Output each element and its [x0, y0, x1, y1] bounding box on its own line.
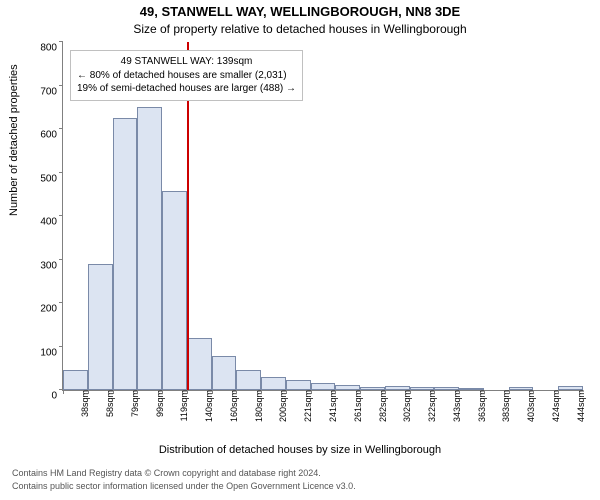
y-tick-label: 400	[40, 217, 63, 228]
histogram-bar	[63, 370, 88, 390]
histogram-bar	[88, 264, 113, 390]
x-tick-label: 79sqm	[128, 390, 140, 417]
x-tick-label: 38sqm	[78, 390, 90, 417]
x-tick-mark	[212, 390, 213, 394]
x-tick-label: 241sqm	[326, 390, 338, 422]
x-tick-label: 58sqm	[103, 390, 115, 417]
x-tick-label: 160sqm	[227, 390, 239, 422]
x-tick-mark	[533, 390, 534, 394]
y-tick-label: 800	[40, 43, 63, 54]
y-tick-mark	[59, 172, 63, 173]
chart-container: 49, STANWELL WAY, WELLINGBOROUGH, NN8 3D…	[0, 0, 600, 500]
x-tick-label: 444sqm	[574, 390, 586, 422]
x-tick-label: 140sqm	[202, 390, 214, 422]
x-tick-label: 424sqm	[549, 390, 561, 422]
y-tick-mark	[59, 215, 63, 216]
histogram-bar	[187, 338, 212, 390]
histogram-bar	[212, 356, 237, 390]
x-tick-mark	[187, 390, 188, 394]
x-tick-label: 383sqm	[499, 390, 511, 422]
chart-title-sub: Size of property relative to detached ho…	[0, 22, 600, 36]
x-axis-label: Distribution of detached houses by size …	[0, 444, 600, 456]
x-tick-label: 180sqm	[252, 390, 264, 422]
x-tick-mark	[236, 390, 237, 394]
x-tick-label: 282sqm	[376, 390, 388, 422]
x-tick-mark	[286, 390, 287, 394]
histogram-bar	[236, 370, 261, 390]
y-tick-label: 200	[40, 304, 63, 315]
x-tick-mark	[509, 390, 510, 394]
y-tick-mark	[59, 85, 63, 86]
x-tick-mark	[311, 390, 312, 394]
x-tick-label: 322sqm	[425, 390, 437, 422]
y-tick-label: 700	[40, 86, 63, 97]
y-tick-label: 300	[40, 260, 63, 271]
x-tick-mark	[484, 390, 485, 394]
x-tick-label: 343sqm	[450, 390, 462, 422]
histogram-bar	[137, 107, 162, 390]
annotation-line: 19% of semi-detached houses are larger (…	[77, 82, 296, 96]
x-tick-label: 99sqm	[153, 390, 165, 417]
x-tick-label: 200sqm	[276, 390, 288, 422]
x-tick-mark	[410, 390, 411, 394]
x-tick-label: 403sqm	[524, 390, 536, 422]
histogram-bar	[261, 377, 286, 390]
y-tick-label: 0	[51, 391, 63, 402]
x-tick-label: 363sqm	[475, 390, 487, 422]
x-tick-mark	[261, 390, 262, 394]
histogram-bar	[162, 191, 187, 390]
annotation-line: ← 80% of detached houses are smaller (2,…	[77, 69, 296, 83]
x-tick-mark	[113, 390, 114, 394]
x-tick-label: 119sqm	[177, 390, 189, 421]
x-tick-mark	[63, 390, 64, 394]
footnote-line-1: Contains HM Land Registry data © Crown c…	[12, 468, 321, 480]
x-tick-mark	[459, 390, 460, 394]
x-tick-label: 221sqm	[301, 390, 313, 422]
x-tick-mark	[385, 390, 386, 394]
y-tick-mark	[59, 128, 63, 129]
chart-title-main: 49, STANWELL WAY, WELLINGBOROUGH, NN8 3D…	[0, 4, 600, 19]
footnote-line-2: Contains public sector information licen…	[12, 481, 356, 493]
x-tick-mark	[137, 390, 138, 394]
histogram-bar	[286, 380, 311, 390]
x-tick-mark	[335, 390, 336, 394]
x-tick-mark	[558, 390, 559, 394]
y-axis-label: Number of detached properties	[8, 64, 20, 216]
x-tick-mark	[88, 390, 89, 394]
y-tick-mark	[59, 259, 63, 260]
y-tick-mark	[59, 302, 63, 303]
y-tick-label: 100	[40, 347, 63, 358]
x-tick-label: 302sqm	[400, 390, 412, 422]
annotation-line: 49 STANWELL WAY: 139sqm	[77, 55, 296, 69]
annotation-box: 49 STANWELL WAY: 139sqm← 80% of detached…	[70, 50, 303, 101]
y-tick-label: 600	[40, 130, 63, 141]
histogram-bar	[113, 118, 138, 390]
x-tick-mark	[162, 390, 163, 394]
x-tick-mark	[360, 390, 361, 394]
y-tick-mark	[59, 41, 63, 42]
y-tick-label: 500	[40, 173, 63, 184]
x-tick-label: 261sqm	[351, 390, 363, 422]
x-tick-mark	[434, 390, 435, 394]
y-tick-mark	[59, 346, 63, 347]
